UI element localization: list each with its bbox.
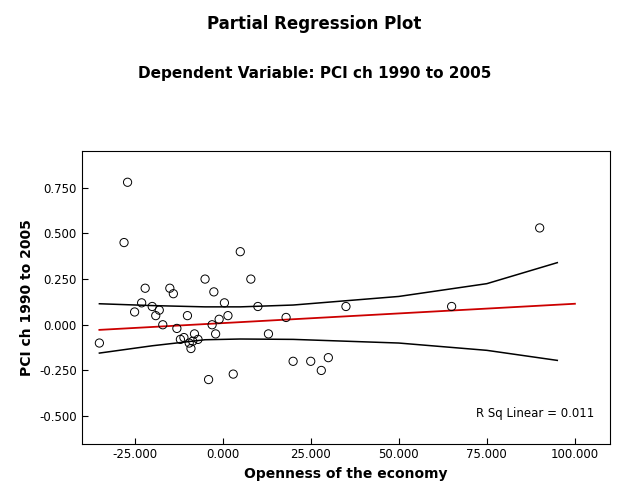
- Point: [172, 325, 182, 333]
- Point: [189, 330, 199, 338]
- Point: [158, 321, 168, 329]
- Point: [179, 334, 189, 342]
- Point: [281, 313, 291, 322]
- Point: [209, 288, 219, 296]
- Point: [182, 311, 192, 320]
- Point: [187, 337, 198, 345]
- Text: Dependent Variable: PCI ch 1990 to 2005: Dependent Variable: PCI ch 1990 to 2005: [138, 66, 491, 81]
- Point: [223, 311, 233, 320]
- Point: [228, 370, 238, 378]
- Point: [316, 366, 326, 374]
- Text: R Sq Linear = 0.011: R Sq Linear = 0.011: [476, 407, 594, 420]
- Point: [123, 178, 133, 186]
- Point: [175, 335, 186, 343]
- Point: [253, 302, 263, 310]
- Point: [264, 330, 274, 338]
- Point: [165, 284, 175, 292]
- X-axis label: Openness of the economy: Openness of the economy: [244, 467, 448, 481]
- Point: [341, 302, 351, 310]
- Point: [323, 354, 333, 362]
- Point: [130, 308, 140, 316]
- Text: Partial Regression Plot: Partial Regression Plot: [208, 15, 421, 33]
- Point: [447, 302, 457, 310]
- Point: [136, 299, 147, 307]
- Point: [211, 330, 221, 338]
- Point: [94, 339, 104, 347]
- Point: [151, 311, 161, 320]
- Y-axis label: PCI ch 1990 to 2005: PCI ch 1990 to 2005: [19, 219, 33, 376]
- Point: [288, 357, 298, 365]
- Point: [235, 247, 245, 256]
- Point: [207, 321, 217, 329]
- Point: [220, 299, 230, 307]
- Point: [246, 275, 256, 283]
- Point: [169, 290, 179, 298]
- Point: [214, 316, 224, 324]
- Point: [193, 335, 203, 343]
- Point: [154, 306, 164, 314]
- Point: [119, 238, 129, 246]
- Point: [200, 275, 210, 283]
- Point: [147, 302, 157, 310]
- Point: [535, 224, 545, 232]
- Point: [140, 284, 150, 292]
- Point: [186, 345, 196, 353]
- Point: [184, 339, 194, 347]
- Point: [306, 357, 316, 365]
- Point: [204, 375, 214, 384]
